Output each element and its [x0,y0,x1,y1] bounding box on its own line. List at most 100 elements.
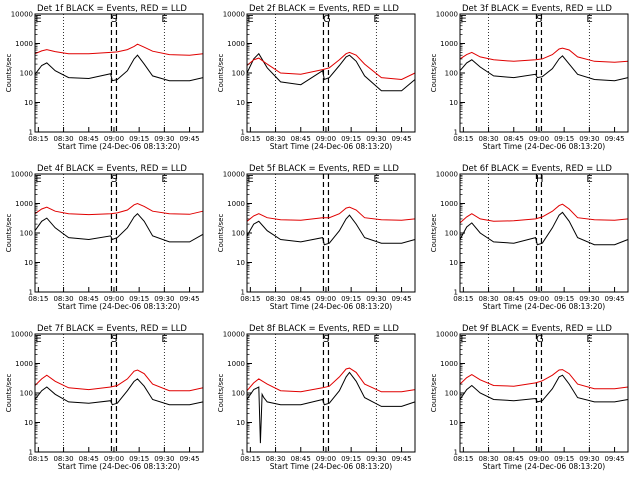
y-tick-label: 1 [29,289,33,297]
y-tick-label: 1 [29,449,33,457]
x-tick-label: 09:45 [179,455,199,463]
y-axis-label: Counts/sec [5,54,13,93]
plot-frame [459,333,629,453]
x-tick-label: 08:30 [53,295,73,303]
x-tick-label: 09:00 [316,455,336,463]
x-tick-label: 08:45 [504,135,524,143]
interval-marker-letter: E [161,14,167,25]
y-tick-label: 1 [29,129,33,137]
interval-marker-letter: G [536,334,544,345]
y-tick-label: 10 [449,419,458,427]
interval-marker-letter: E [373,14,379,25]
interval-marker-letter: S [111,334,117,345]
x-tick-label: 09:45 [391,135,411,143]
x-tick-label: 08:45 [291,135,311,143]
y-tick-label: 1 [454,449,458,457]
x-tick-label: 09:45 [604,455,624,463]
x-tick-label: 09:30 [154,295,174,303]
y-tick-label: 1000 [227,360,245,368]
x-tick-label: 09:00 [529,295,549,303]
plot-frame [34,333,204,453]
y-tick-label: 1 [454,289,458,297]
x-tick-label: 09:15 [554,135,574,143]
y-tick-label: 10000 [436,11,458,19]
y-tick-label: 10 [24,99,33,107]
y-tick-label: 1 [241,449,245,457]
interval-marker-letter: E [373,174,379,185]
interval-marker-letter: E [586,14,592,25]
y-tick-label: 100 [232,70,245,78]
x-tick-label: 09:00 [529,135,549,143]
series-line-events [459,55,629,82]
y-tick-label: 100 [232,230,245,238]
y-axis-label: Counts/sec [5,374,13,413]
x-tick-label: 08:45 [291,295,311,303]
series-line-lld [34,369,204,392]
interval-marker-letter: S [111,14,117,25]
panel-title: Det 6f BLACK = Events, RED = LLD [462,164,612,174]
interval-marker-letter: E [586,334,592,345]
panel-title: Det 4f BLACK = Events, RED = LLD [37,164,187,174]
series-line-events [34,54,204,82]
x-tick-label: 09:15 [129,455,149,463]
series-line-events [246,214,416,246]
y-tick-label: 10000 [11,331,33,339]
interval-marker-letter: E [161,174,167,185]
interval-marker-letter: S [111,174,117,185]
x-tick-label: 08:30 [478,295,498,303]
y-tick-label: 1000 [227,40,245,48]
x-tick-label: 08:30 [53,135,73,143]
y-axis-label: Counts/sec [430,214,438,253]
x-axis-label: Start Time (24-Dec-06 08:13:20) [483,302,605,311]
x-tick-label: 09:00 [104,455,124,463]
y-axis-label: Counts/sec [217,214,225,253]
x-tick-label: 09:30 [154,455,174,463]
y-tick-label: 1000 [15,200,33,208]
interval-marker-letter: E [35,14,41,25]
y-tick-label: 10 [449,99,458,107]
plot-frame [459,13,629,133]
x-tick-label: 09:30 [579,135,599,143]
series-line-lld [34,43,204,56]
x-tick-label: 09:30 [366,455,386,463]
panel-title: Det 3f BLACK = Events, RED = LLD [462,4,612,14]
x-tick-label: 09:45 [391,455,411,463]
x-axis-label: Start Time (24-Dec-06 08:13:20) [270,142,392,151]
x-tick-label: 09:00 [104,135,124,143]
x-axis-label: Start Time (24-Dec-06 08:13:20) [58,462,180,471]
x-tick-label: 09:00 [529,455,549,463]
panel-title: Det 5f BLACK = Events, RED = LLD [249,164,399,174]
x-tick-label: 09:30 [366,135,386,143]
y-tick-label: 10000 [223,171,245,179]
plot-frame [246,173,416,293]
y-tick-label: 100 [20,390,33,398]
series-line-lld [459,47,629,63]
interval-marker-letter: G [323,14,331,25]
y-tick-label: 1 [454,129,458,137]
x-tick-label: 08:15 [28,455,48,463]
x-axis-label: Start Time (24-Dec-06 08:13:20) [270,462,392,471]
interval-marker-letter: H [536,174,544,185]
x-tick-label: 09:00 [316,295,336,303]
y-tick-label: 10000 [436,171,458,179]
y-tick-label: 1 [241,289,245,297]
x-tick-label: 08:45 [79,295,99,303]
x-tick-label: 09:30 [579,455,599,463]
x-tick-label: 08:15 [28,295,48,303]
x-tick-label: 08:15 [240,455,260,463]
plot-frame [246,333,416,453]
y-tick-label: 10000 [11,171,33,179]
x-tick-label: 08:30 [265,295,285,303]
x-tick-label: 08:45 [291,455,311,463]
y-axis-label: Counts/sec [430,54,438,93]
x-tick-label: 09:15 [341,135,361,143]
x-tick-label: 08:45 [79,135,99,143]
x-tick-label: 08:45 [79,455,99,463]
